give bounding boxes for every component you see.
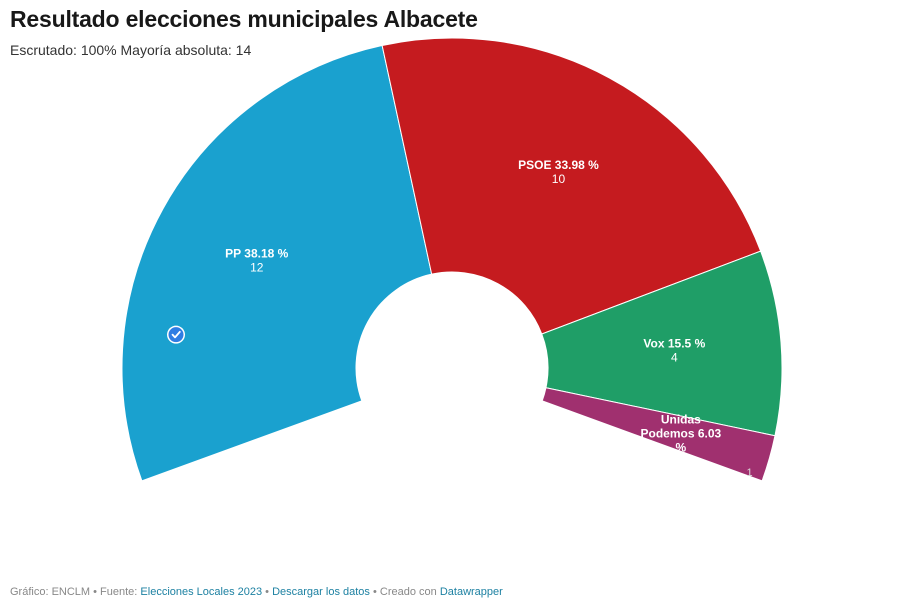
check-circle-icon [167, 325, 186, 344]
chart-subtitle: Escrutado: 100% Mayoría absoluta: 14 [10, 42, 252, 58]
footer-source-prefix: Fuente: [100, 586, 138, 598]
segment-psoe[interactable] [381, 37, 762, 335]
footer-credit: Gráfico: ENCLM [10, 586, 91, 598]
segment-party-label-cont: % [676, 440, 687, 454]
segment-seats-label: 10 [552, 172, 566, 186]
datawrapper-link[interactable]: Datawrapper [439, 586, 503, 598]
segment-party-label: PSOE 33.98 % [518, 158, 599, 172]
segment-party-label: Unidas [661, 412, 701, 426]
segment-label-vox: Vox 15.5 %4 [643, 337, 705, 365]
segment-label-psoe: PSOE 33.98 %10 [518, 158, 599, 186]
segment-party-label: Vox 15.5 % [643, 337, 705, 351]
segment-vox[interactable] [541, 250, 783, 437]
footer-made-with-prefix: Creado con [379, 586, 437, 598]
source-link[interactable]: Elecciones Locales 2023 [140, 586, 263, 598]
download-data-link[interactable]: Descargar los datos [272, 586, 370, 598]
chart-footer: Gráfico: ENCLM • Fuente: Elecciones Loca… [10, 586, 503, 598]
segment-unidas-podemos[interactable] [541, 387, 776, 482]
segment-party-label-cont: Podemos 6.03 [641, 426, 722, 440]
segment-label-pp: PP 38.18 %12 [225, 246, 288, 274]
segment-party-label: PP 38.18 % [225, 246, 288, 260]
chart-title: Resultado elecciones municipales Albacet… [10, 6, 478, 32]
segment-pp[interactable] [121, 44, 433, 482]
segment-seats-label: 4 [671, 351, 678, 365]
segment-seats-label: 1 [746, 467, 752, 479]
segment-seats-label: 12 [250, 260, 264, 274]
